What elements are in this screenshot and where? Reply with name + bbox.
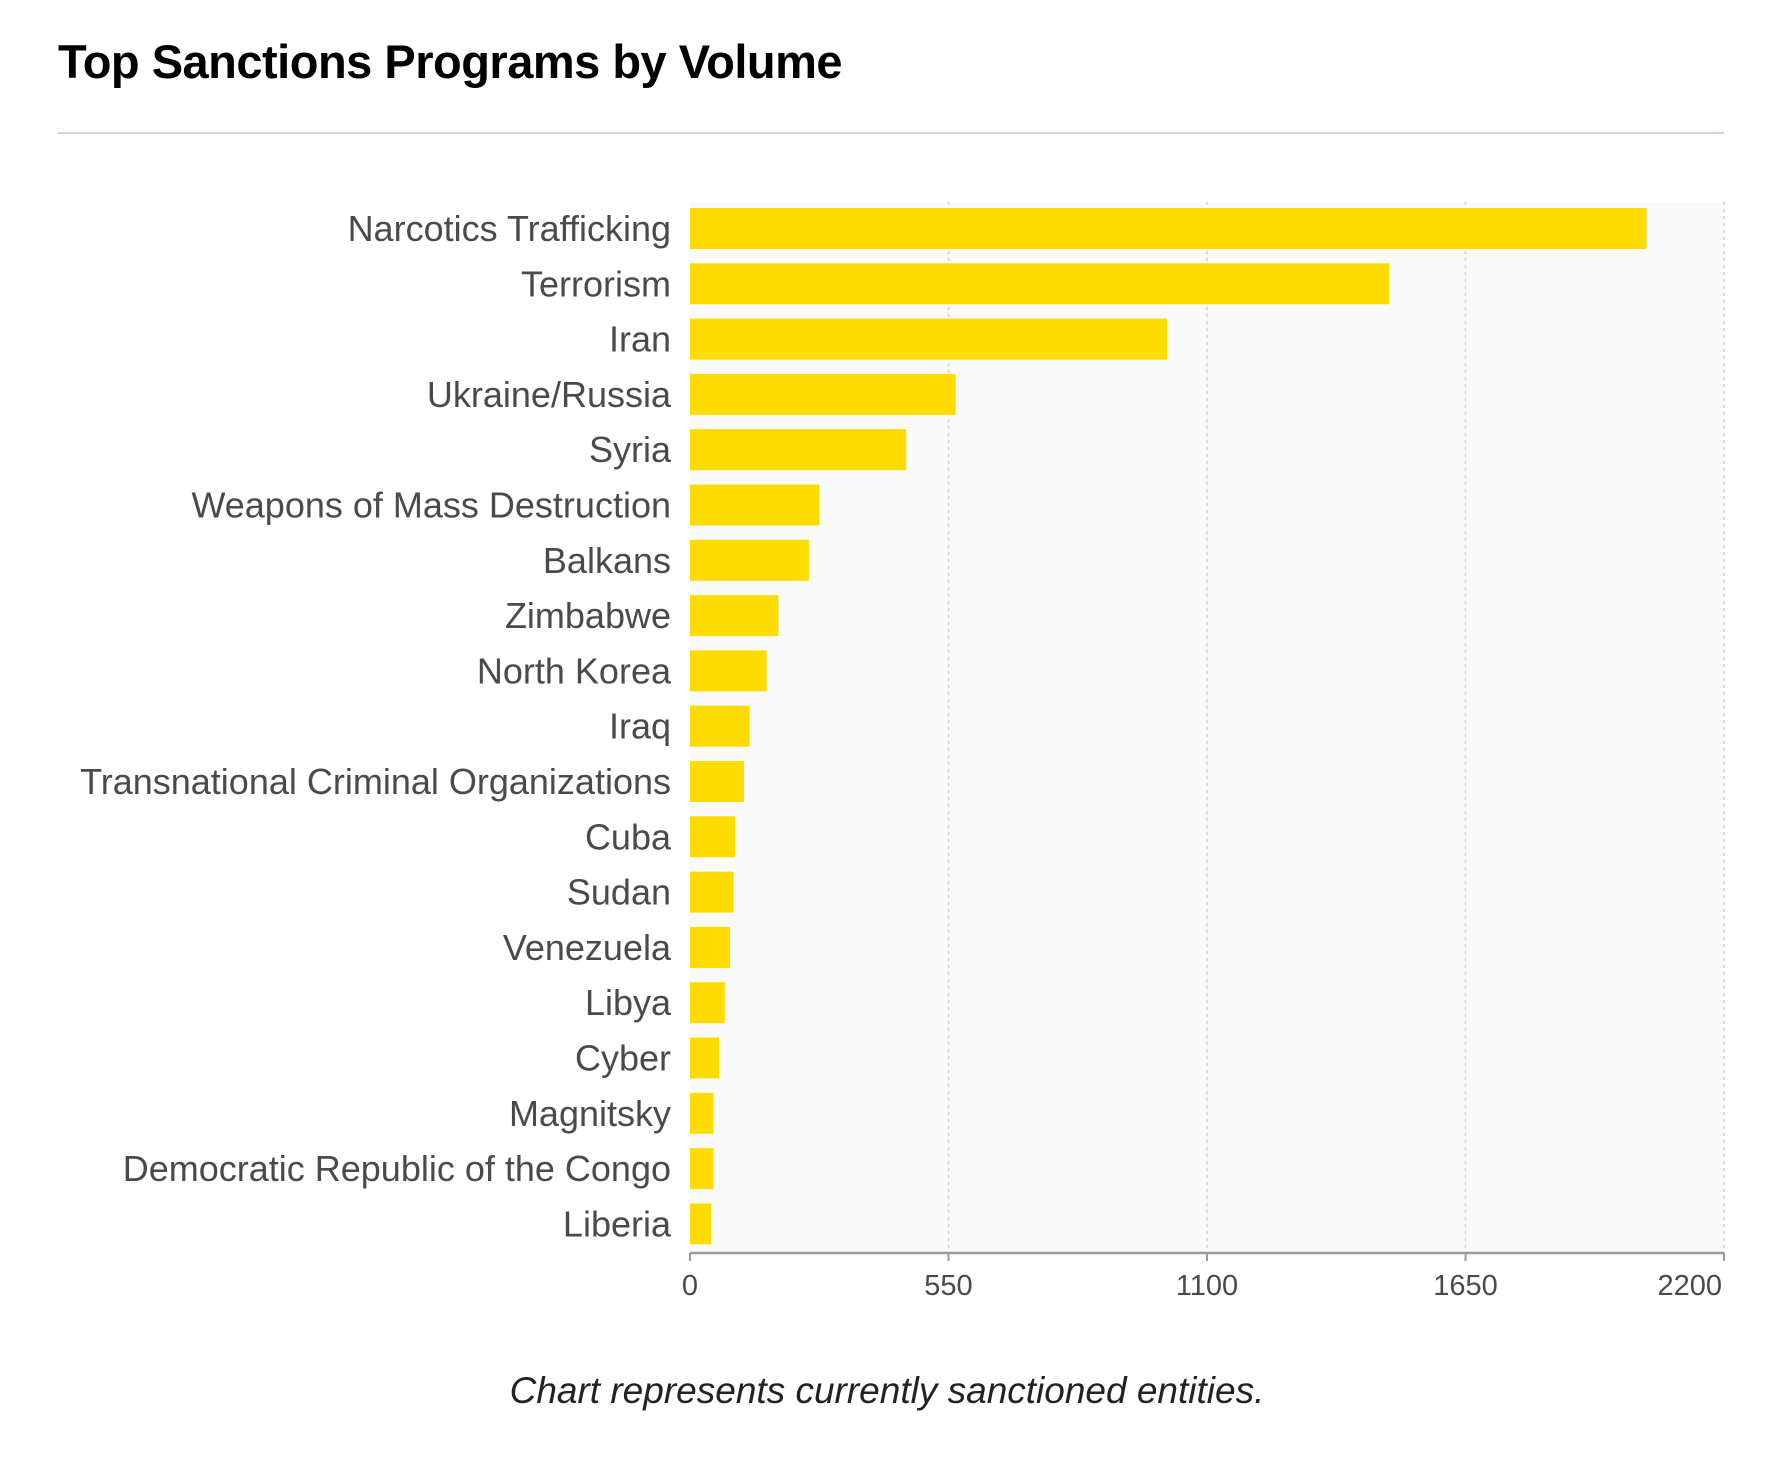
bar (690, 1203, 712, 1245)
category-label: Sudan (567, 872, 671, 913)
bar (690, 263, 1390, 305)
bar (690, 705, 750, 747)
category-label: Transnational Criminal Organizations (80, 761, 671, 802)
category-label: Zimbabwe (505, 595, 671, 636)
bar-chart: Narcotics Trafficking Terrorism Iran Ukrain… (80, 202, 1725, 1302)
category-labels: Narcotics Trafficking Terrorism Iran Ukrain… (80, 208, 672, 1244)
x-tick-label: 0 (682, 1270, 698, 1302)
chart-caption: Chart represents currently sanctioned en… (509, 1370, 1265, 1411)
x-tick-labels: 0 550 1100 1650 2200 (682, 1253, 1725, 1302)
category-label: Venezuela (503, 927, 672, 968)
title-divider (58, 132, 1724, 134)
category-label: Ukraine/Russia (427, 374, 672, 415)
category-label: Democratic Republic of the Congo (123, 1148, 671, 1189)
bar (690, 1092, 714, 1134)
bar (690, 539, 809, 581)
bar (690, 208, 1647, 249)
bar (690, 318, 1168, 360)
bar (690, 429, 907, 471)
chart-title: Top Sanctions Programs by Volume (58, 35, 843, 88)
category-label: Magnitsky (509, 1093, 671, 1134)
x-tick-label: 2200 (1657, 1270, 1722, 1302)
category-label: Balkans (543, 540, 671, 581)
bar (690, 373, 956, 415)
category-label: Iran (609, 319, 671, 360)
category-label: Liberia (563, 1203, 672, 1244)
category-label: Terrorism (521, 263, 671, 304)
category-label: Weapons of Mass Destruction (191, 485, 671, 526)
x-tick-label: 550 (924, 1270, 972, 1302)
bar (690, 761, 745, 802)
bar (690, 1037, 720, 1079)
bar (690, 1148, 714, 1190)
bar (690, 484, 820, 526)
category-label: Iraq (609, 706, 671, 747)
bar (690, 871, 734, 913)
bar (690, 816, 736, 858)
x-tick-label: 1100 (1176, 1270, 1238, 1302)
x-tick-label: 1650 (1433, 1270, 1498, 1302)
category-label: Libya (585, 982, 672, 1023)
category-label: Narcotics Trafficking (348, 208, 671, 249)
bar (690, 595, 779, 637)
category-label: Cuba (585, 816, 672, 857)
category-label: Syria (589, 429, 672, 470)
category-label: Cyber (575, 1038, 671, 1079)
bar (690, 982, 725, 1024)
bar (690, 926, 730, 968)
category-label: North Korea (477, 650, 672, 691)
bars (690, 208, 1647, 1245)
bar (690, 650, 767, 692)
